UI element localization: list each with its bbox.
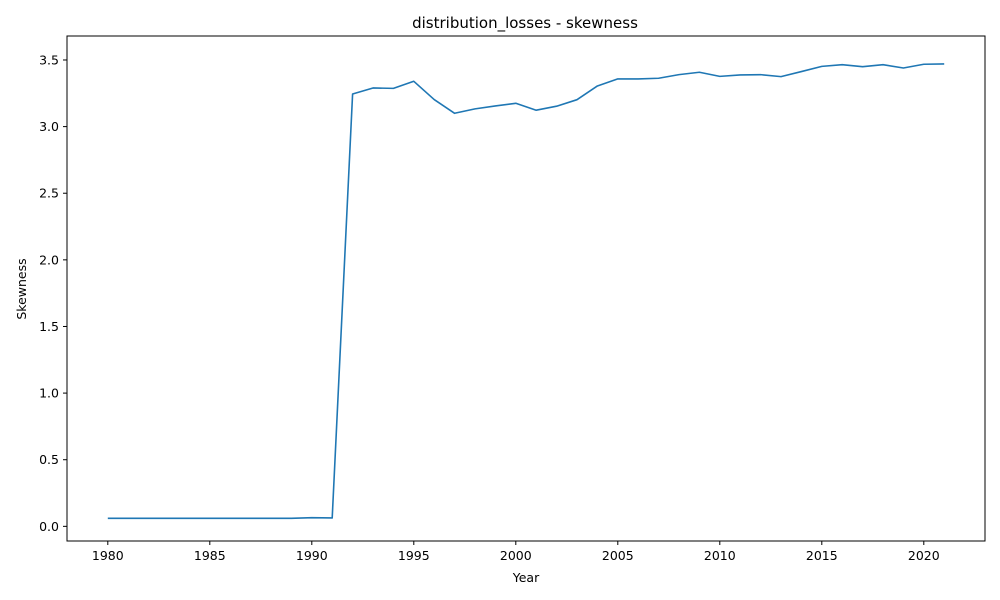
y-tick-label: 3.5 bbox=[39, 52, 59, 67]
series-line bbox=[107, 63, 945, 520]
plot-frame bbox=[66, 35, 986, 542]
y-tick-label: 3.0 bbox=[39, 119, 59, 134]
y-tick-label: 1.0 bbox=[39, 386, 59, 401]
x-tick-label: 2010 bbox=[704, 548, 736, 563]
x-tick-label: 1985 bbox=[194, 548, 226, 563]
y-axis: 0.0 0.5 1.0 1.5 2.0 2.5 3.0 3.5 bbox=[39, 52, 67, 534]
plot-area bbox=[66, 35, 986, 542]
x-tick-label: 2015 bbox=[806, 548, 838, 563]
x-tick-label: 1990 bbox=[296, 548, 328, 563]
x-tick-label: 1995 bbox=[398, 548, 430, 563]
x-tick-label: 2020 bbox=[908, 548, 940, 563]
x-tick-label: 2005 bbox=[602, 548, 634, 563]
y-tick-label: 2.5 bbox=[39, 186, 59, 201]
y-axis-label: Skewness bbox=[14, 258, 29, 319]
x-tick-label: 1980 bbox=[92, 548, 124, 563]
plot-background bbox=[67, 36, 985, 541]
y-tick-label: 1.5 bbox=[39, 319, 59, 334]
y-tick-label: 2.0 bbox=[39, 252, 59, 267]
x-axis: 1980 1985 1990 1995 2000 2005 2010 2015 2020 bbox=[92, 541, 940, 563]
chart-title: distribution_losses - skewness bbox=[412, 14, 638, 33]
x-axis-label: Year bbox=[512, 570, 540, 585]
y-tick-label: 0.0 bbox=[39, 519, 59, 534]
x-tick-label: 2000 bbox=[500, 548, 532, 563]
y-tick-label: 0.5 bbox=[39, 452, 59, 467]
